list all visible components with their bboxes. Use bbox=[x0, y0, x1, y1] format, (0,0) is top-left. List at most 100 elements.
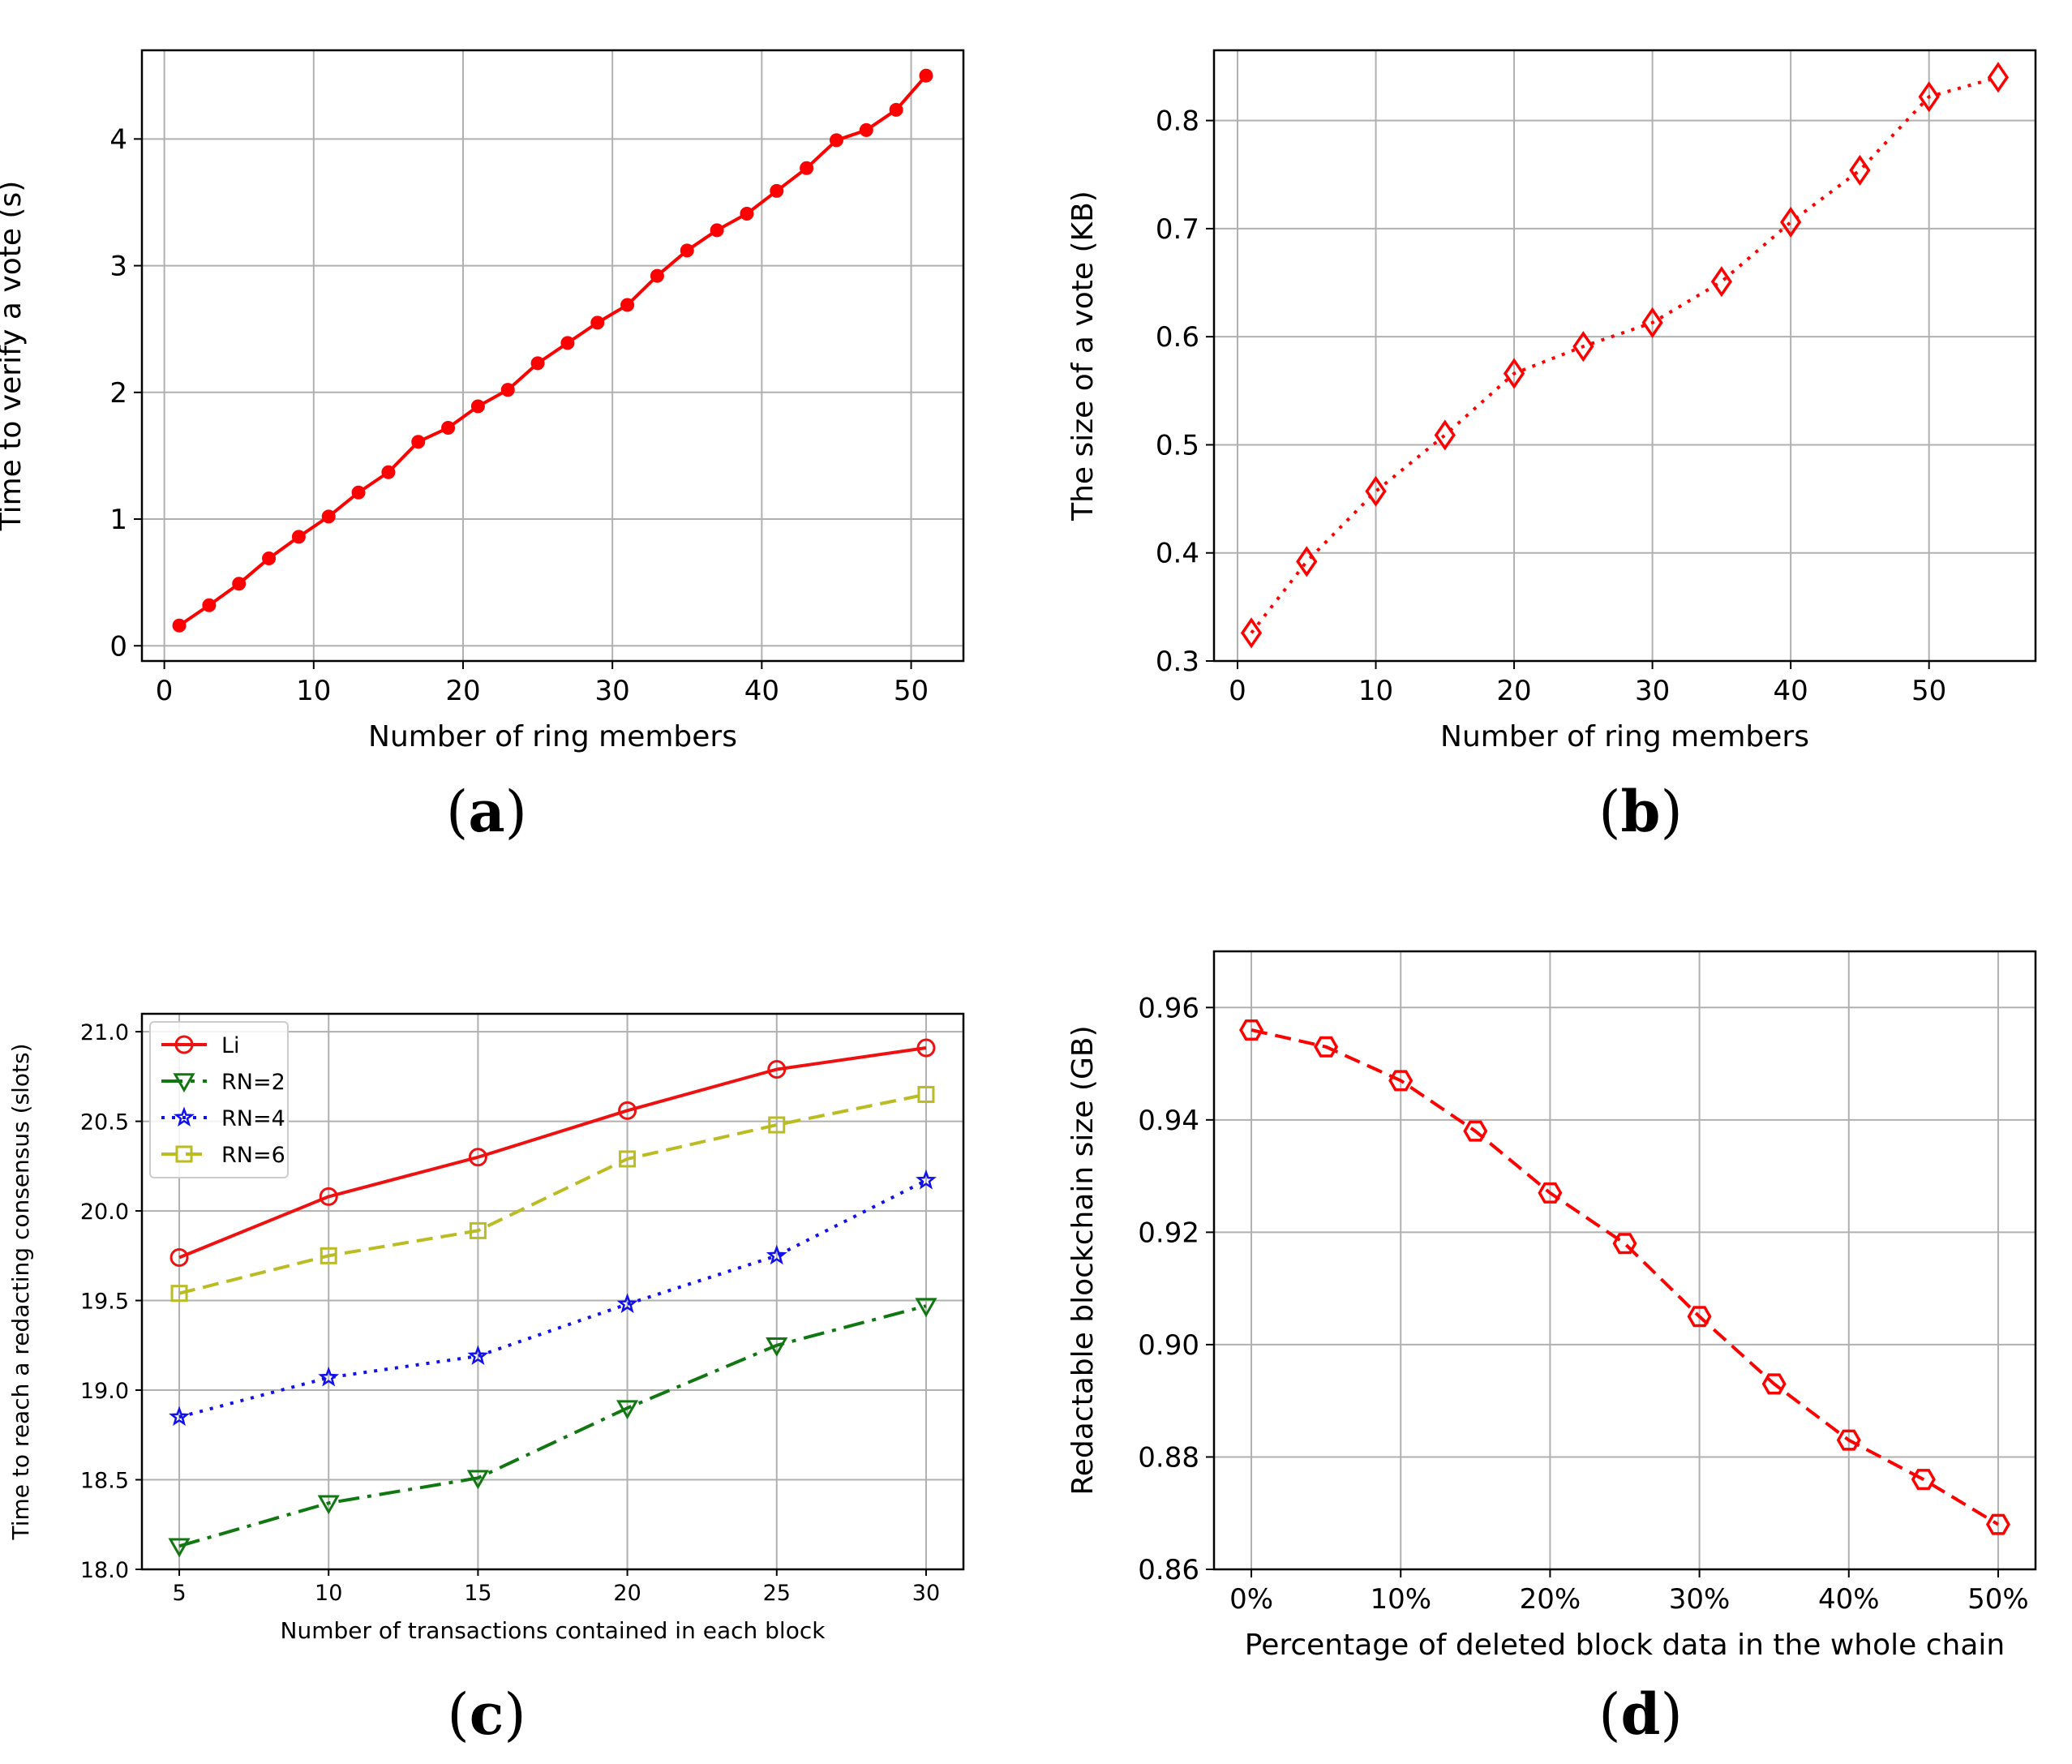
x-tick-label: 10 bbox=[296, 675, 331, 707]
x-tick-label: 20 bbox=[445, 675, 480, 707]
panel-label-open-paren: ( bbox=[446, 779, 468, 845]
data-point bbox=[680, 243, 694, 258]
data-point bbox=[1388, 1070, 1414, 1092]
data-point bbox=[1780, 206, 1802, 238]
y-tick-label: 2 bbox=[109, 377, 127, 410]
panel-b: 0 10 20 30 40 50 0.3 0.4 0.5 0.6 0.7 0.8 Number of r… bbox=[1066, 49, 2037, 845]
y-axis-label: The size of a vote (KB) bbox=[1066, 191, 1100, 521]
data-point bbox=[917, 1085, 935, 1103]
data-point bbox=[1641, 307, 1663, 338]
data-point bbox=[740, 207, 754, 221]
panel-label: (a) bbox=[446, 778, 527, 845]
x-axis-label: Number of transactions contained in each… bbox=[281, 1617, 826, 1644]
data-point bbox=[381, 465, 396, 479]
x-tick-label: 10% bbox=[1370, 1583, 1431, 1616]
panel-label-letter: d bbox=[1621, 1680, 1661, 1748]
y-tick-label: 0.94 bbox=[1138, 1105, 1199, 1137]
data-point bbox=[468, 1148, 487, 1167]
x-tick-label: 20 bbox=[1496, 675, 1531, 707]
plot-frame bbox=[1212, 950, 2037, 1571]
legend-marker bbox=[174, 1035, 194, 1054]
data-point bbox=[321, 509, 336, 524]
data-point bbox=[650, 268, 664, 283]
y-axis-label: Time to reach a redacting consensus (slo… bbox=[7, 1043, 34, 1540]
data-point bbox=[1849, 154, 1871, 187]
data-point bbox=[1239, 1019, 1264, 1041]
x-tick-label: 10 bbox=[315, 1581, 342, 1606]
y-tick-label: 0.92 bbox=[1138, 1217, 1199, 1249]
panel-label-close-paren: ) bbox=[504, 1681, 526, 1748]
data-point bbox=[619, 1150, 637, 1168]
x-tick-label: 50% bbox=[1967, 1583, 2029, 1616]
data-point bbox=[768, 1116, 786, 1134]
panel-label: (c) bbox=[447, 1680, 526, 1748]
x-tick-label: 5 bbox=[172, 1581, 186, 1606]
data-point bbox=[262, 551, 277, 565]
y-tick-label: 19.0 bbox=[80, 1379, 129, 1404]
data-point bbox=[291, 530, 306, 544]
x-tick-label: 15 bbox=[464, 1581, 491, 1606]
data-point bbox=[800, 161, 814, 175]
y-tick-label: 21.0 bbox=[80, 1020, 129, 1045]
legend-entry: RN=6 bbox=[221, 1143, 285, 1168]
y-tick-label: 18.5 bbox=[80, 1469, 129, 1494]
series-line-vote-size bbox=[1250, 75, 1999, 634]
data-point bbox=[466, 1470, 489, 1490]
data-point bbox=[1365, 475, 1387, 507]
x-tick-label: 20% bbox=[1520, 1583, 1581, 1616]
panel-a: 0 10 20 30 40 50 0 1 2 3 4 Number of ring members Ti… bbox=[0, 49, 965, 845]
panel-label-open-paren: ( bbox=[1598, 1681, 1620, 1748]
y-tick-label: 20.0 bbox=[80, 1200, 129, 1225]
data-point bbox=[1710, 266, 1733, 298]
panel-label-letter: b bbox=[1621, 778, 1661, 845]
plot-frame bbox=[140, 49, 965, 663]
data-point bbox=[1240, 617, 1263, 649]
data-point bbox=[919, 68, 933, 83]
legend-marker bbox=[174, 1106, 195, 1127]
y-tick-label: 0.86 bbox=[1138, 1554, 1199, 1586]
data-point bbox=[616, 1400, 639, 1420]
data-point bbox=[169, 1248, 189, 1268]
y-tick-label: 20.5 bbox=[80, 1110, 129, 1135]
x-tick-label: 40 bbox=[1774, 675, 1808, 707]
data-point bbox=[470, 399, 485, 414]
data-point bbox=[500, 383, 515, 397]
panel-label-letter: c bbox=[470, 1680, 504, 1748]
data-point bbox=[1296, 546, 1318, 577]
y-tick-label: 19.5 bbox=[80, 1290, 129, 1315]
data-point bbox=[560, 336, 575, 350]
data-point bbox=[1463, 1120, 1488, 1142]
data-point bbox=[1987, 62, 2010, 93]
y-tick-label: 0.4 bbox=[1156, 538, 1199, 570]
x-tick-label: 30 bbox=[1635, 675, 1670, 707]
data-point bbox=[1612, 1233, 1637, 1255]
data-point bbox=[411, 435, 426, 449]
data-point bbox=[202, 598, 217, 612]
data-point bbox=[620, 298, 635, 312]
data-point bbox=[618, 1101, 637, 1120]
panel-label: (b) bbox=[1598, 778, 1683, 845]
legend-entry: RN=4 bbox=[221, 1106, 285, 1131]
data-point bbox=[1918, 81, 1940, 113]
data-point bbox=[319, 1187, 338, 1206]
x-tick-label: 0 bbox=[1229, 675, 1246, 707]
data-point bbox=[889, 102, 903, 117]
x-tick-label: 40 bbox=[744, 675, 779, 707]
panel-label-open-paren: ( bbox=[447, 1681, 469, 1748]
y-axis-label: Redactable blockchain size (GB) bbox=[1066, 1025, 1100, 1495]
data-point bbox=[469, 1221, 487, 1239]
panel-c: 5 10 15 20 25 30 18.0 18.5 19.0 19.5 20.0 20.5 21.0 N… bbox=[7, 1012, 965, 1748]
y-tick-label: 4 bbox=[109, 123, 127, 156]
panel-label-close-paren: ) bbox=[1660, 779, 1682, 845]
data-point bbox=[1538, 1182, 1563, 1204]
data-point bbox=[766, 1244, 787, 1265]
y-tick-label: 0 bbox=[109, 630, 127, 663]
data-point bbox=[320, 1247, 337, 1264]
data-point bbox=[441, 421, 456, 436]
x-tick-label: 50 bbox=[894, 675, 929, 707]
panel-d: 0% 10% 20% 30% 40% 50% 0.86 0.88 0.90 0.92 0.94 0.9… bbox=[1066, 950, 2037, 1748]
y-tick-label: 0.6 bbox=[1156, 321, 1199, 354]
y-tick-label: 18.0 bbox=[80, 1558, 129, 1583]
data-point bbox=[915, 1298, 937, 1318]
